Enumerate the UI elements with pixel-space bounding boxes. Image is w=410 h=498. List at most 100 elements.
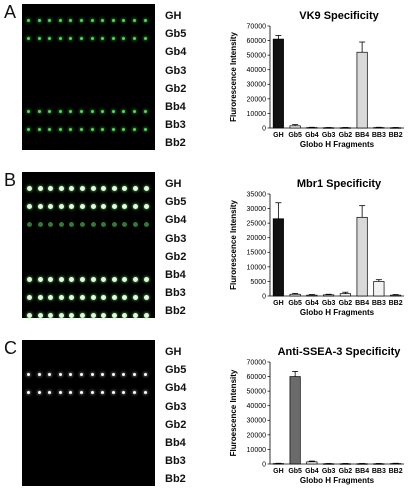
bar [289,376,301,465]
array-spot [37,294,43,300]
x-tick-label: BB4 [355,300,369,307]
array-spot [122,390,126,394]
array-spot [80,294,85,300]
array-spot [27,203,32,209]
array-spot [69,372,73,376]
fragment-label: Bb3 [165,287,186,300]
bar [356,216,368,297]
x-tick-label: BB2 [389,468,403,475]
bar [272,218,284,297]
array-spot [58,18,62,22]
array-spot [101,312,107,318]
y-tick-label: 10000 [247,111,267,118]
array-spot [69,221,75,227]
array-spot [133,312,138,318]
bar [390,294,402,297]
array-spot [101,294,107,300]
array-spot [80,127,83,131]
array-spot [69,390,73,394]
fragment-label: Gb2 [165,418,187,431]
array-spot [80,109,83,113]
array-spot [90,294,96,300]
fragment-label: Gb3 [165,64,187,77]
panel-letter: A [4,2,17,22]
array-spot [122,221,128,227]
x-tick-label: GH [273,468,284,475]
chart-title: Anti-SSEA-3 Specificity [278,346,402,358]
array-spot [27,185,32,191]
fragment-label: Bb2 [165,305,186,318]
y-tick-label: 70000 [247,359,267,366]
array-spot [111,185,117,191]
array-spot [80,276,85,282]
x-tick-label: GH [273,300,284,307]
array-spot [143,18,147,22]
array-spot [48,127,52,131]
array-spot [101,18,105,22]
fragment-label: Gb5 [165,196,187,209]
array-spot [111,372,115,376]
x-axis-title: Globo H Fragments [300,476,375,485]
chart-svg: VK9 Specificity 0 10000 20000 30000 40000 5000… [229,10,404,149]
panel-letter: B [4,170,17,190]
array-spot [80,203,85,209]
array-spot [27,221,32,227]
array-spot [111,127,115,131]
x-tick-label: BB3 [372,132,386,139]
x-tick-label: Gb2 [339,468,353,475]
array-spot [133,36,136,40]
fragment-label: Bb4 [165,101,186,113]
y-tick-label: 30000 [247,82,267,89]
array-spot [37,312,43,318]
array-spot [133,390,136,394]
array-spot [69,185,75,191]
microarray-image [22,340,155,486]
x-tick-label: Gb4 [305,132,319,139]
array-spot [111,36,115,40]
array-spot [27,36,30,40]
y-tick-label: 10000 [247,264,267,271]
y-tick-label: 40000 [247,403,267,410]
array-spot [69,18,73,22]
array-spot [122,276,128,282]
array-spot [27,18,30,22]
array-spot [101,276,107,282]
bar [373,281,385,297]
array-spot [143,203,149,209]
array-spot [69,127,73,131]
x-tick-label: Gb3 [322,300,336,307]
fragment-label: Gb4 [165,46,187,59]
array-spot [37,185,43,191]
array-spot [90,221,96,227]
array-spot [27,276,32,282]
array-spot [111,109,115,113]
array-spot [101,203,107,209]
array-spot [80,312,85,318]
y-tick-label: 0 [262,293,266,300]
x-tick-label: BB2 [389,300,403,307]
y-tick-label: 60000 [247,38,267,45]
bar [289,293,301,297]
array-spot [122,127,126,131]
array-spot [69,312,75,318]
array-spot [58,109,62,113]
fragment-label: Bb2 [165,137,186,150]
array-spot [133,203,138,209]
x-tick-label: Gb5 [288,468,302,475]
fragment-label: Bb3 [165,119,186,132]
array-spot [69,36,73,40]
fragment-label: Bb2 [165,473,186,486]
array-spot [58,390,62,394]
x-tick-label: Gb4 [305,300,319,307]
array-spot [27,109,30,113]
bar-chart: Mbr1 Specificity 0 5000 10000 15000 20000 2500… [200,168,410,328]
array-spot [143,221,149,227]
y-axis-title: Flurorescence Intensity [229,200,238,290]
bar [356,51,368,129]
array-spot [133,294,138,300]
array-spot [27,127,30,131]
array-spot [37,390,41,394]
x-tick-label: BB4 [355,468,369,475]
array-spot [37,372,41,376]
array-spot [80,390,83,394]
